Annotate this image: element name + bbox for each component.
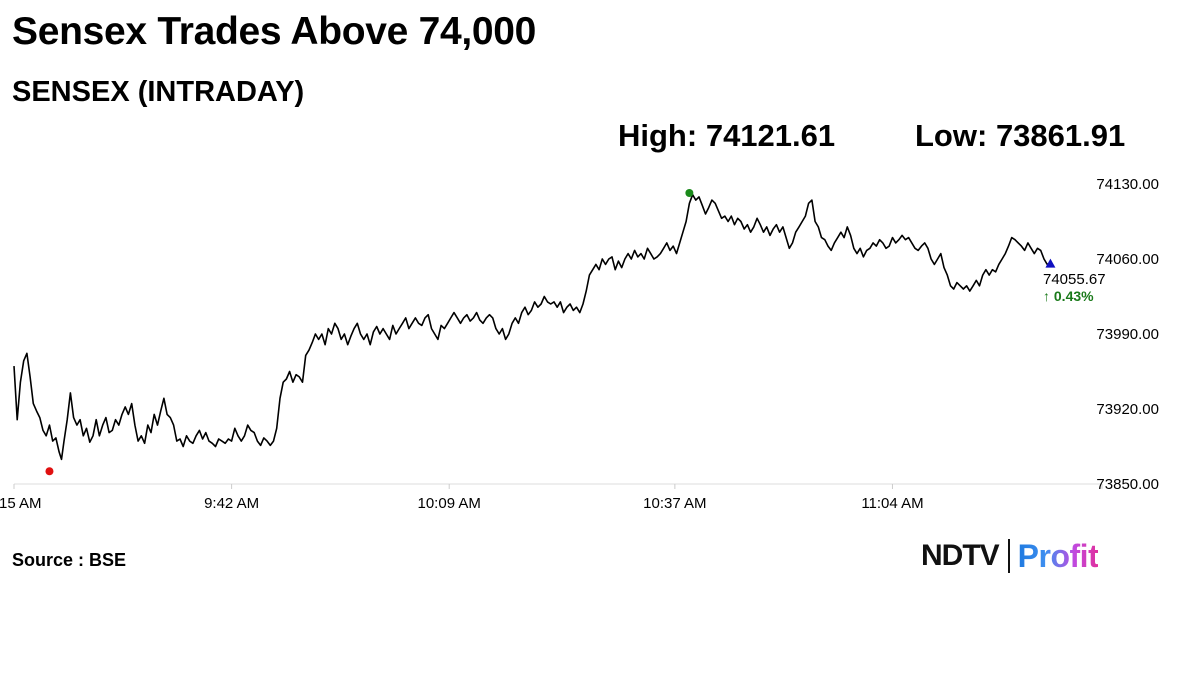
low-marker: [45, 467, 54, 476]
y-tick-label: 74130.00: [1096, 176, 1159, 193]
logo-divider: [1007, 539, 1010, 573]
low-label: Low:: [915, 118, 988, 153]
intraday-line-chart: 9:15 AM 9:42 AM 10:09 AM 10:37 AM 11:04 AM 74…: [0, 176, 1159, 512]
low-value: 73861.91: [995, 118, 1126, 153]
logo-sub: Profit: [1017, 537, 1099, 574]
y-tick-label: 73990.00: [1096, 326, 1159, 343]
source-note: Source : BSE: [12, 550, 127, 570]
x-tick-label: 9:42 AM: [204, 495, 259, 512]
last-value-label: 74055.67: [1043, 271, 1106, 288]
high-value: 74121.61: [705, 118, 836, 153]
headline: Sensex Trades Above 74,000: [12, 10, 537, 53]
logo-brand: NDTV: [921, 539, 1000, 572]
y-tick-label: 73850.00: [1096, 476, 1159, 493]
price-line: [13, 193, 1051, 461]
high-stat: High: 74121.61: [618, 118, 835, 154]
x-tick-label: 10:37 AM: [643, 495, 706, 512]
x-tick-label: 9:15 AM: [0, 495, 42, 512]
last-value-marker: [1045, 258, 1056, 268]
low-stat: Low: 73861.91: [915, 118, 1125, 154]
y-tick-label: 73920.00: [1096, 401, 1159, 418]
x-tick-label: 11:04 AM: [861, 495, 923, 512]
change-label: ↑ 0.43%: [1043, 288, 1094, 304]
x-tick-label: 10:09 AM: [418, 495, 481, 512]
ndtv-profit-logo: NDTV Profit: [921, 536, 1099, 576]
high-label: High:: [618, 118, 698, 153]
y-tick-label: 74060.00: [1096, 251, 1159, 268]
chart-title: SENSEX (INTRADAY): [12, 76, 305, 108]
high-marker: [685, 188, 694, 197]
